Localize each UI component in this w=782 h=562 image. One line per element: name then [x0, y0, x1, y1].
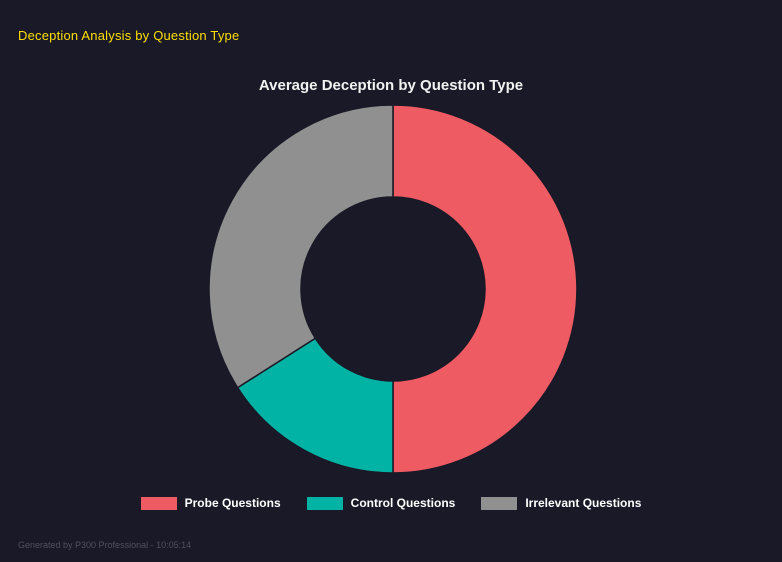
legend-label: Probe Questions — [184, 496, 281, 510]
legend-swatch — [481, 496, 518, 510]
donut-segment-0[interactable] — [392, 104, 578, 474]
donut-chart — [208, 104, 578, 474]
legend-swatch — [306, 496, 343, 510]
legend-item[interactable]: Control Questions — [306, 496, 456, 510]
donut-segment-2[interactable] — [208, 104, 394, 389]
legend-swatch — [140, 496, 177, 510]
legend-item[interactable]: Irrelevant Questions — [481, 496, 641, 510]
legend-label: Control Questions — [350, 496, 456, 510]
chart-title: Average Deception by Question Type — [258, 77, 524, 94]
footer-note: Generated by P300 Professional - 10:05:1… — [18, 540, 192, 550]
legend-label: Irrelevant Questions — [525, 496, 642, 510]
donut-segment-1[interactable] — [236, 337, 394, 474]
page-title: Deception Analysis by Question Type — [18, 28, 240, 43]
chart-legend: Probe Questions Control Questions Irreleva… — [0, 496, 782, 510]
legend-item[interactable]: Probe Questions — [140, 496, 281, 510]
